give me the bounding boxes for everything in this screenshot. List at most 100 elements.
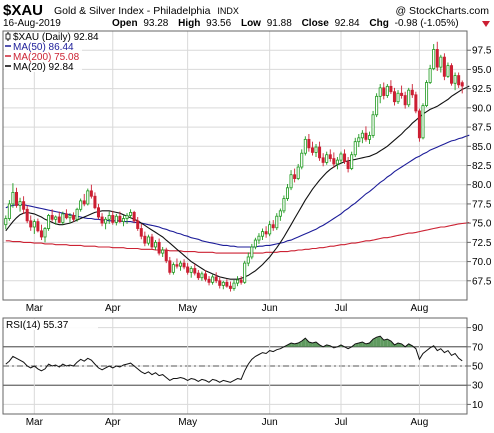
candle (50, 209, 54, 222)
candle-body (250, 246, 254, 258)
candle (175, 258, 179, 269)
candle (121, 215, 125, 227)
rsi-fill-segment (362, 342, 366, 347)
candle (157, 238, 161, 256)
legend-ma50: MA(50) 86.44 (13, 42, 74, 53)
candle-body (300, 152, 304, 168)
candle-body (389, 85, 393, 93)
ma200-line (5, 221, 470, 254)
candle (275, 213, 279, 231)
candle (129, 209, 133, 219)
candle-body (289, 174, 293, 189)
candle (32, 219, 36, 234)
candle-body (360, 132, 364, 139)
candle-body (446, 65, 450, 77)
candle-body (4, 218, 8, 226)
rsi-label-box (4, 319, 98, 330)
legend-box (4, 32, 82, 72)
rsi-fill-segment (376, 336, 381, 347)
candle (203, 270, 207, 282)
rsi-fill-segment (383, 339, 388, 347)
candle-body (457, 75, 461, 86)
candle (136, 216, 140, 231)
candle (328, 149, 332, 162)
candle-body (54, 216, 58, 220)
price-month-label: Jun (262, 303, 278, 314)
candle (435, 41, 439, 71)
rsi-tick-label: 30 (472, 381, 484, 392)
candle (357, 133, 361, 148)
candle (350, 151, 354, 171)
candle-body (7, 203, 11, 219)
candle-body (139, 228, 143, 237)
candle-body (36, 221, 40, 232)
legend-ma200: MA(200) 75.08 (13, 52, 80, 63)
candle-body (439, 56, 443, 68)
candle (428, 64, 432, 85)
moving-average-lines (5, 85, 470, 280)
candle-body (207, 278, 211, 283)
candle-body (14, 191, 18, 206)
candle (439, 54, 443, 73)
candle-body (100, 216, 104, 224)
candle-body (225, 281, 229, 287)
candle-body (228, 285, 232, 289)
candle (150, 233, 154, 250)
rsi-month-label: Aug (411, 417, 429, 428)
candle (125, 213, 129, 224)
candle-body (275, 215, 279, 229)
candle-body (378, 87, 382, 97)
rsi-month-label: Jul (335, 417, 348, 428)
candle (68, 213, 72, 224)
candle-body (196, 272, 200, 279)
candle-body (268, 224, 272, 235)
rsi-month-label: May (178, 417, 197, 428)
candle-body (218, 280, 222, 286)
chg-value: -0.98 (-1.05%) (395, 18, 459, 29)
rsi-month-label: Jun (262, 417, 278, 428)
candle (425, 80, 429, 108)
candle (200, 271, 204, 281)
candle (243, 260, 247, 284)
candle (93, 192, 97, 210)
watermark: @ StockCharts.com (395, 5, 489, 17)
candle (446, 62, 450, 78)
price-tick-label: 90.0 (472, 103, 492, 114)
price-tick-label: 87.5 (472, 123, 492, 134)
candle-body (11, 191, 15, 205)
candle (239, 276, 243, 285)
candle-body (107, 215, 111, 220)
candle-body (246, 256, 250, 264)
close-label: Close (302, 18, 330, 29)
rsi-series-line (5, 335, 463, 383)
rsi-tick-label: 10 (472, 400, 484, 411)
candle (310, 141, 314, 156)
candle (47, 213, 51, 231)
candle (193, 263, 197, 276)
candle (72, 212, 76, 222)
rsi-line (5, 335, 463, 383)
candle (453, 72, 457, 91)
candle-body (318, 146, 322, 159)
candle-body (68, 215, 72, 219)
candle (432, 44, 436, 71)
price-tick-label: 95.0 (472, 65, 492, 76)
candle (371, 110, 375, 138)
candle (225, 279, 229, 288)
candle-body (171, 264, 175, 273)
candle-body (278, 210, 282, 217)
candle (407, 87, 411, 108)
candle-body (200, 273, 204, 279)
candle-body (50, 215, 54, 220)
candle-body (392, 91, 396, 103)
candle (221, 280, 225, 290)
candle (278, 208, 282, 221)
price-tick-label: 82.5 (472, 161, 492, 172)
candle (228, 281, 232, 292)
candle (218, 277, 222, 289)
candle (410, 84, 414, 98)
candle-body (353, 141, 357, 156)
candle-body (146, 236, 150, 244)
legend-candlestick-icon (5, 32, 11, 41)
price-month-label: Jul (335, 303, 348, 314)
